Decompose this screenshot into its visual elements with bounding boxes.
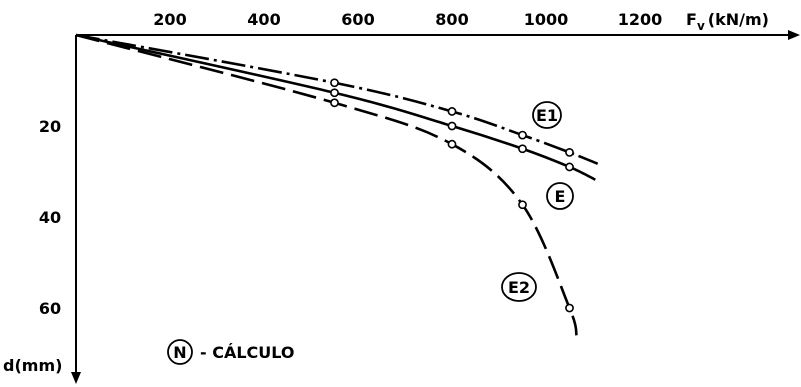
series-line-e2 bbox=[75, 33, 578, 336]
series-label-e-text: E bbox=[555, 187, 566, 206]
x-axis-arrow bbox=[788, 30, 800, 40]
y-tick-label: 40 bbox=[39, 208, 61, 227]
x-axis-title-subscript: v bbox=[697, 19, 705, 33]
x-tick-labels: 200 400 600 800 1000 1200 bbox=[153, 10, 662, 29]
series-label-e2: E2 bbox=[501, 272, 537, 302]
y-tick-labels: 20 40 60 bbox=[39, 117, 61, 318]
y-tick-label: 20 bbox=[39, 117, 61, 136]
x-axis-title: Fv (kN/m) bbox=[686, 10, 769, 33]
data-point-e bbox=[330, 88, 339, 98]
data-point-e1 bbox=[565, 147, 574, 157]
data-point-e2 bbox=[330, 98, 339, 108]
x-tick-label: 800 bbox=[435, 10, 468, 29]
data-point-e2 bbox=[447, 139, 457, 149]
x-axis-title-unit: (kN/m) bbox=[708, 10, 769, 29]
x-tick-label: 200 bbox=[153, 10, 186, 29]
data-point-e1 bbox=[447, 107, 457, 116]
data-point-e bbox=[447, 121, 457, 131]
series-label-e2-text: E2 bbox=[508, 278, 530, 297]
x-axis-title-main: F bbox=[686, 10, 697, 29]
y-axis-arrow bbox=[71, 372, 81, 384]
series-label-e1-text: E1 bbox=[536, 106, 558, 125]
y-axis-title-main: d bbox=[3, 356, 14, 375]
calculation-note-symbol: N bbox=[173, 343, 186, 362]
data-point-e2 bbox=[565, 303, 574, 313]
data-point-e bbox=[565, 162, 574, 172]
y-axis-title: d(mm) bbox=[3, 356, 62, 375]
x-tick-label: 1000 bbox=[524, 10, 569, 29]
x-tick-label: 400 bbox=[247, 10, 280, 29]
series-label-e1: E1 bbox=[532, 101, 562, 129]
data-point-e1 bbox=[518, 130, 527, 140]
data-point-e2 bbox=[518, 200, 527, 210]
data-point-e1 bbox=[330, 78, 339, 88]
series-label-e: E bbox=[546, 182, 574, 210]
y-axis-title-unit: (mm) bbox=[14, 356, 62, 375]
series-line-e bbox=[75, 33, 596, 181]
calculation-note-text: - CÁLCULO bbox=[200, 343, 295, 362]
calculation-note: N - CÁLCULO bbox=[167, 339, 295, 365]
y-tick-label: 60 bbox=[39, 299, 61, 318]
x-tick-label: 1200 bbox=[618, 10, 663, 29]
series-layer bbox=[75, 33, 599, 336]
x-tick-label: 600 bbox=[341, 10, 374, 29]
data-point-e bbox=[518, 144, 527, 154]
